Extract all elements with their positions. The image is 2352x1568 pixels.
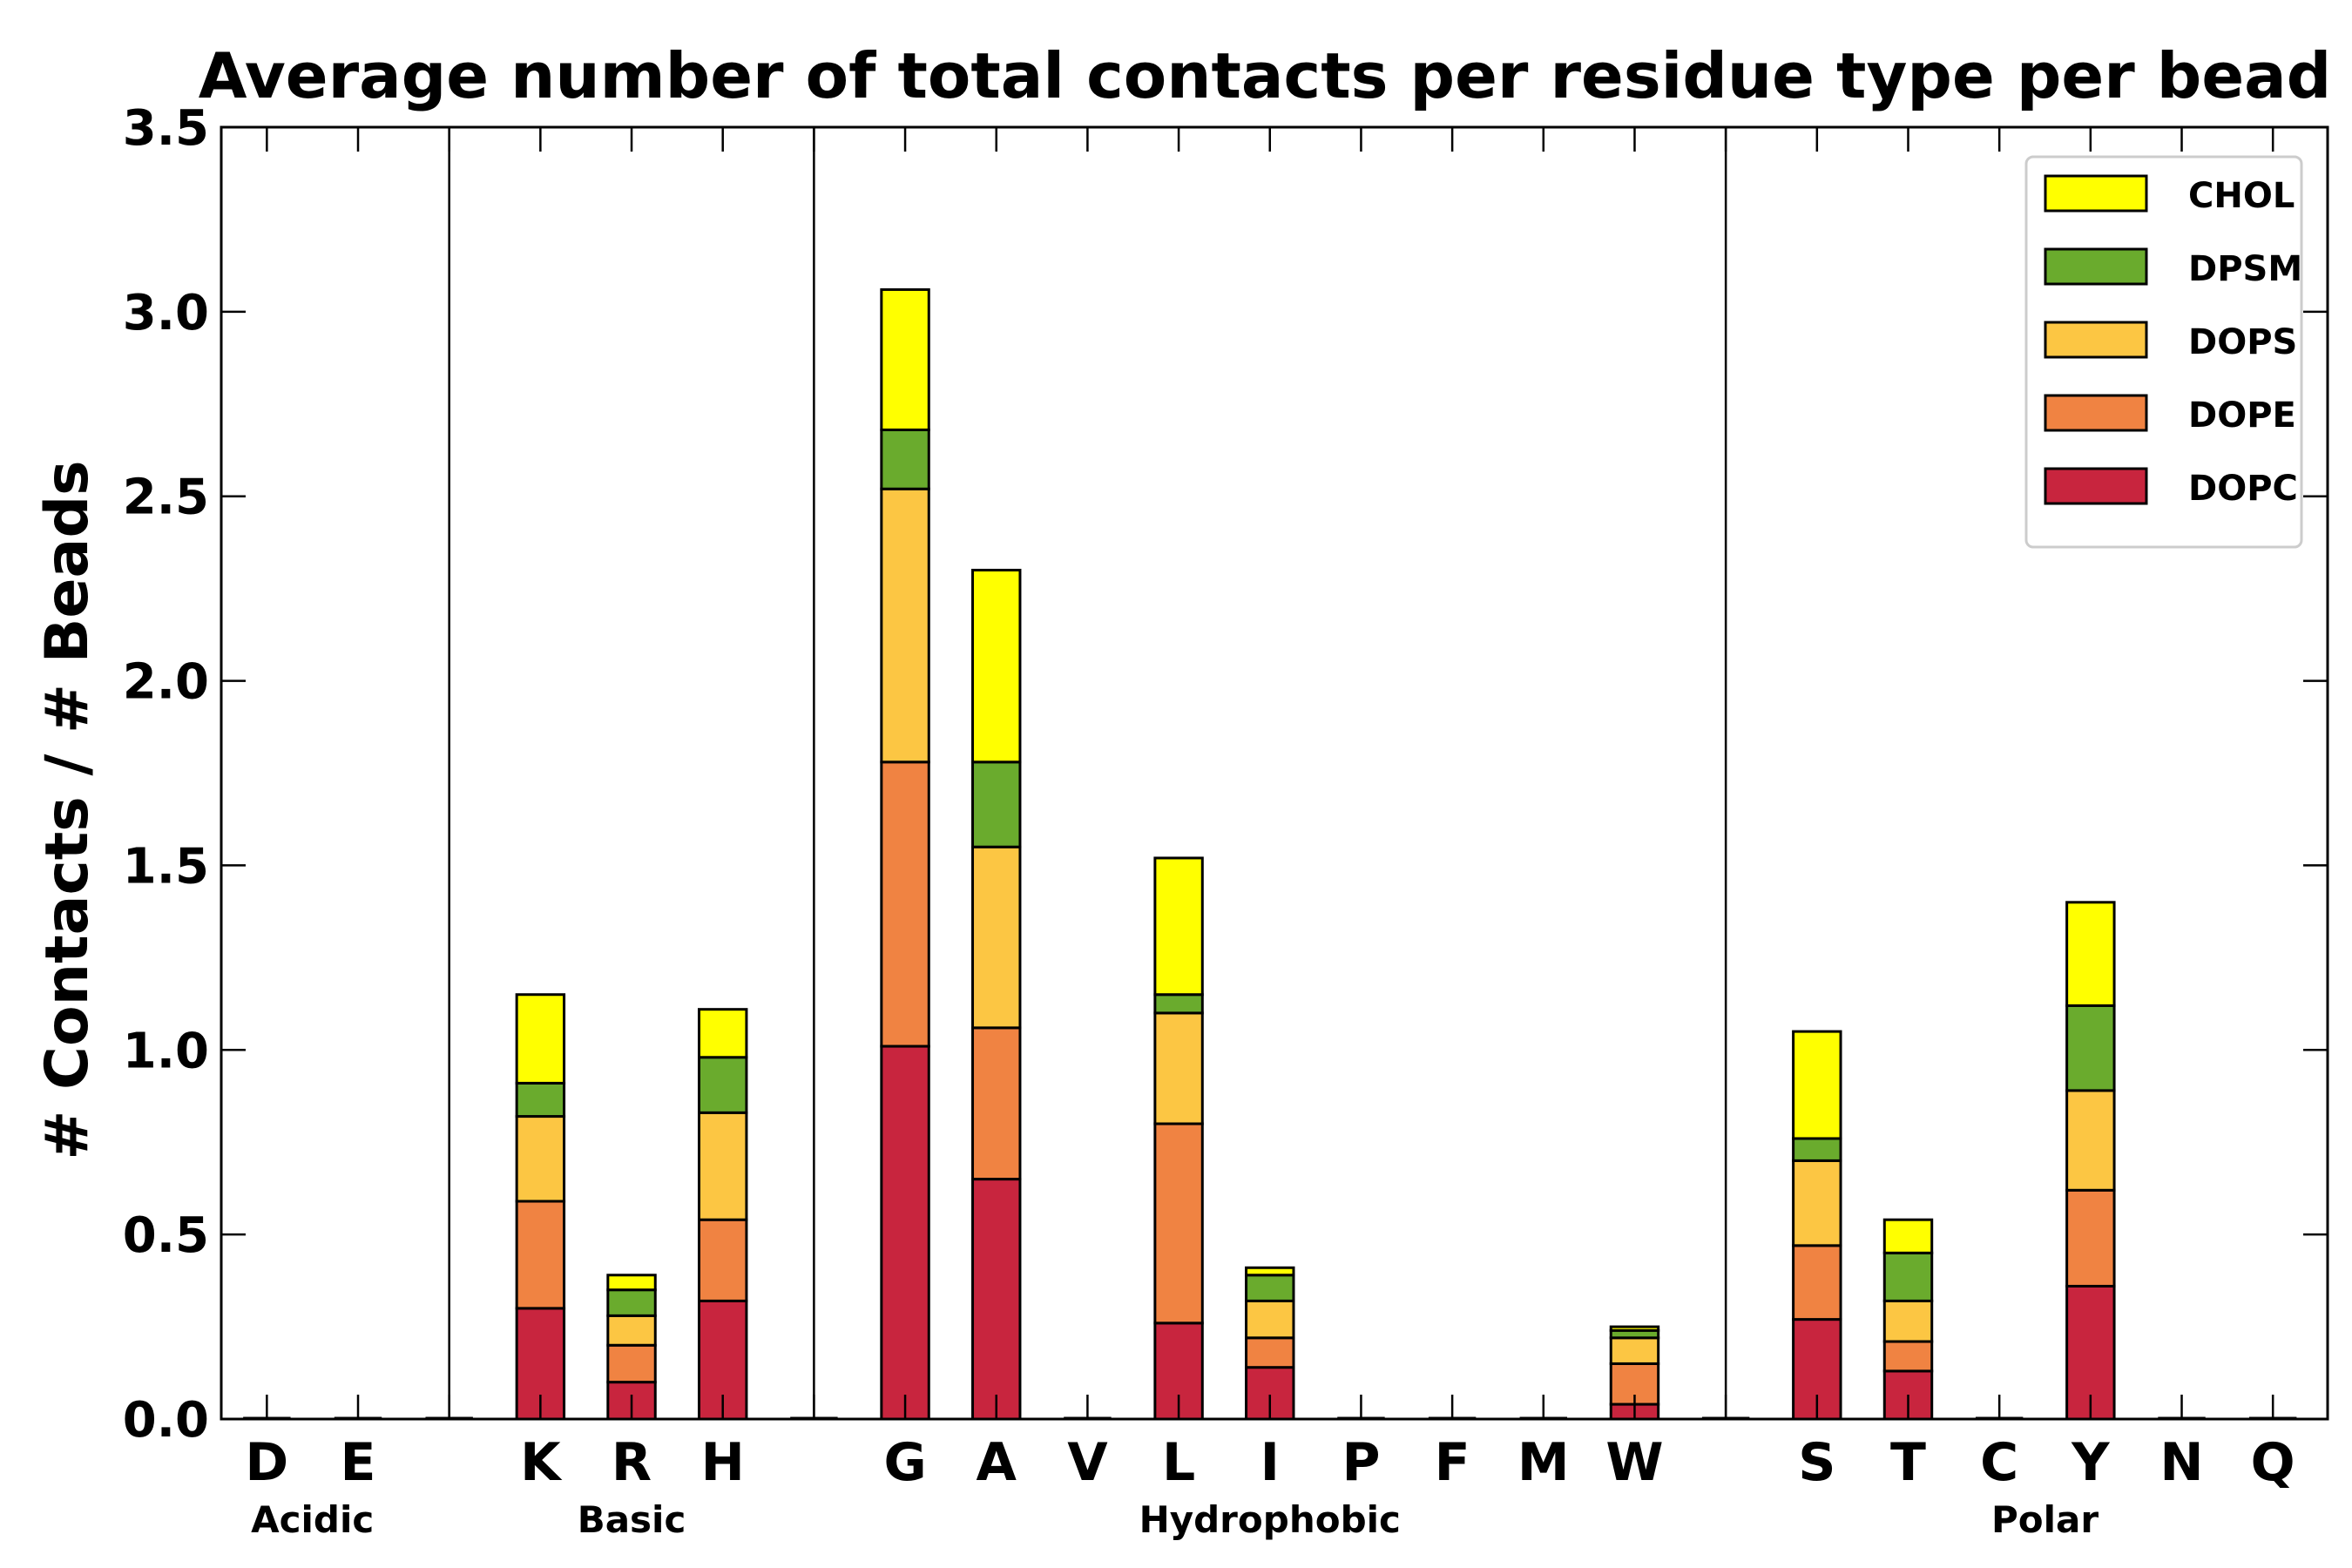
y-tick-label: 2.5 [123,470,209,526]
x-tick-label-G: G [883,1432,926,1493]
bar-R-dpsm [606,1288,657,1317]
bar-L-chol [1153,856,1204,997]
bar-H-dope [697,1218,748,1302]
x-tick-label-N: N [2159,1432,2203,1493]
x-tick-label-K: K [520,1432,563,1493]
group-labels: Acidic Basic Hydrophobic Polar [251,1498,2099,1541]
plot-frame [220,125,2329,1421]
x-tick-label-D: D [245,1432,288,1493]
bar-L-dope [1153,1122,1204,1325]
x-tick-label-S: S [1798,1432,1835,1493]
bar-T-dops [1882,1299,1934,1343]
bar-G-dope [880,760,930,1048]
bar-Y-dope [2065,1188,2116,1288]
legend-swatch-dops [2044,321,2148,359]
x-tick-label-H: H [701,1432,745,1493]
bar-A-dpsm [971,760,1022,848]
legend-swatch-dpsm [2044,247,2148,286]
x-tick-label-A: A [977,1432,1017,1493]
bar-L-dops [1153,1011,1204,1125]
bar-I-chol [1245,1266,1295,1277]
bar-S-chol [1792,1030,1842,1140]
legend-swatch-dope [2044,394,2148,432]
bar-W-chol [1609,1325,1660,1332]
group-label-basic: Basic [578,1498,686,1541]
bars-layer [243,287,2297,1421]
bar-I-dope [1245,1336,1295,1369]
x-tick-label-I: I [1260,1432,1280,1493]
bar-L-dpsm [1153,993,1204,1015]
bar-H-chol [697,1008,748,1059]
legend-label-chol: CHOL [2188,176,2295,216]
legend-label-dopc: DOPC [2188,469,2298,509]
x-tick-label-V: V [1067,1432,1108,1493]
group-dividers [448,127,1727,1419]
x-tick-label-L: L [1162,1432,1195,1493]
bar-Y-chol [2065,901,2116,1007]
x-tick-label-M: M [1517,1432,1570,1493]
y-tick-label: 0.0 [123,1392,209,1449]
bar-S-dpsm [1792,1137,1842,1162]
x-tick-label-T: T [1890,1432,1926,1493]
legend-label-dops: DOPS [2188,322,2297,362]
group-label-acidic: Acidic [251,1498,374,1541]
bar-A-dops [971,845,1022,1030]
x-tick-label-Y: Y [2071,1432,2111,1493]
x-tick-label-E: E [341,1432,376,1493]
bar-G-dpsm [880,428,930,490]
bar-S-dops [1792,1159,1842,1247]
bar-G-chol [880,287,930,431]
bar-G-dops [880,487,930,764]
y-tick-label: 0.5 [123,1207,209,1264]
x-tick-label-R: R [612,1432,652,1493]
y-tick-label: 1.5 [123,838,209,895]
group-label-polar: Polar [1991,1498,2099,1541]
x-tick-label-W: W [1605,1432,1663,1493]
bar-I-dpsm [1245,1274,1295,1302]
legend-swatch-chol [2044,174,2148,213]
bar-A-dopc [971,1178,1022,1421]
bar-A-dope [971,1026,1022,1181]
x-tick-label-C: C [1980,1432,2018,1493]
chart-title: Average number of total contacts per res… [199,39,2332,112]
bar-Y-dpsm [2065,1004,2116,1092]
bar-H-dpsm [697,1056,748,1114]
bar-R-dops [606,1314,657,1347]
y-tick-label: 2.0 [123,654,209,711]
y-tick-labels: 0.0 0.5 1.0 1.5 2.0 2.5 3.0 3.5 [123,100,209,1449]
bar-Y-dops [2065,1089,2116,1192]
y-tick-label: 1.0 [123,1023,209,1079]
y-tick-label: 3.0 [123,285,209,341]
bar-K-chol [515,993,566,1085]
bar-R-chol [606,1274,657,1292]
legend-swatch-dopc [2044,467,2148,505]
bar-R-dope [606,1343,657,1384]
legend-label-dpsm: DPSM [2188,249,2302,289]
bar-I-dops [1245,1299,1295,1340]
bar-A-chol [971,568,1022,764]
group-label-hydrophobic: Hydrophobic [1139,1498,1401,1541]
bar-K-dops [515,1115,566,1203]
legend: CHOL DPSM DOPS DOPE DOPC [2024,155,2303,549]
bar-W-dops [1609,1336,1660,1365]
bar-K-dope [515,1200,566,1310]
bar-T-chol [1882,1218,1934,1254]
bar-T-dope [1882,1340,1934,1373]
x-tick-label-Q: Q [2251,1432,2295,1493]
bar-T-dpsm [1882,1251,1934,1302]
bar-G-dopc [880,1044,930,1421]
x-tick-label-F: F [1435,1432,1470,1493]
y-tick-label: 3.5 [123,100,209,157]
x-tick-label-P: P [1342,1432,1380,1493]
bar-S-dope [1792,1244,1842,1321]
bar-H-dops [697,1111,748,1221]
bar-K-dpsm [515,1081,566,1119]
y-axis-label: # Contacts / # Beads [33,460,102,1159]
legend-label-dope: DOPE [2188,395,2296,436]
